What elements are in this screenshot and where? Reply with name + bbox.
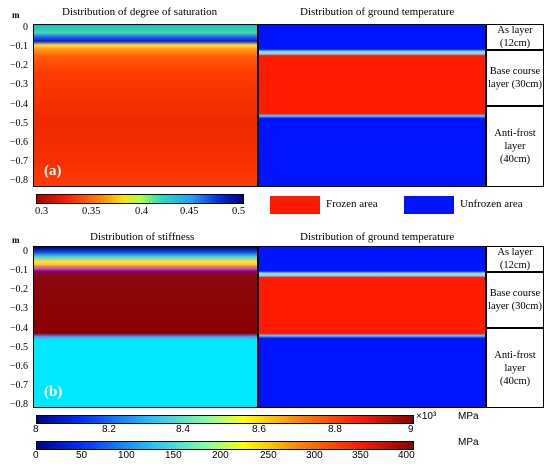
panel-a-saturation-colorbar: [36, 194, 244, 204]
colorbar-tick: 50: [76, 450, 88, 461]
colorbar-tick: 200: [212, 450, 229, 461]
layer-as-label-a: As layer (12cm): [486, 24, 544, 50]
colorbar-tick: 150: [165, 450, 182, 461]
panel-a-right-title: Distribution of ground temperature: [300, 6, 455, 18]
panel-b-temperature-plot: [258, 246, 486, 408]
panel-b-y-axis: 0 −0.1 −0.2 −0.3 −0.4 −0.5 −0.6 −0.7 −0.…: [6, 246, 30, 414]
colorbar-tick: 250: [260, 450, 277, 461]
colorbar-tick: 0.3: [35, 206, 49, 217]
colorbar-tick: 8.6: [252, 424, 266, 435]
colorbar-tick: 0.5: [232, 206, 246, 217]
axis-tick: −0.2: [9, 60, 28, 71]
colorbar-tick: 8.4: [176, 424, 190, 435]
colorbar-tick: 0.4: [135, 206, 149, 217]
colorbar-tick: 300: [306, 450, 323, 461]
panel-a-temperature-plot: [258, 24, 486, 187]
axis-tick: −0.6: [9, 361, 28, 372]
axis-tick: −0.4: [9, 99, 28, 110]
panel-b-stiffness-colorbar: [36, 415, 414, 424]
colorbar-tick: 0.45: [180, 206, 199, 217]
axis-tick: −0.6: [9, 137, 28, 148]
panel-a-label: (a): [44, 163, 62, 179]
legend-unfrozen-label: Unfrozen area: [460, 198, 523, 210]
axis-tick: 0: [23, 22, 28, 33]
layer-anti-frost-label-b: Anti-frost layer (40cm): [486, 328, 544, 408]
panel-a-left-title: Distribution of degree of saturation: [62, 6, 218, 18]
layer-base-course-label-b: Base course layer (30cm): [486, 272, 544, 328]
panel-a-y-axis: 0 −0.1 −0.2 −0.3 −0.4 −0.5 −0.6 −0.7 −0.…: [6, 22, 30, 190]
layer-anti-frost-label-a: Anti-frost layer (40cm): [486, 106, 544, 187]
axis-tick: −0.1: [9, 41, 28, 52]
layer-as-label-b: As layer (12cm): [486, 246, 544, 272]
axis-tick: −0.1: [9, 265, 28, 276]
colorbar-tick: 8.8: [328, 424, 342, 435]
colorbar-tick: 100: [118, 450, 135, 461]
panel-b-label: (b): [44, 384, 63, 400]
colorbar-tick: 400: [398, 450, 415, 461]
colorbar-tick: 9: [408, 424, 414, 435]
layer-base-course-label-a: Base course layer (30cm): [486, 50, 544, 106]
axis-tick: −0.7: [9, 380, 28, 391]
legend-unfrozen-swatch: [404, 196, 454, 214]
axis-tick: −0.7: [9, 156, 28, 167]
axis-tick: −0.4: [9, 323, 28, 334]
legend-frozen-label: Frozen area: [326, 198, 378, 210]
panel-a-saturation-plot: (a): [33, 24, 258, 187]
legend-frozen-swatch: [270, 196, 320, 214]
colorbar-unit: MPa: [458, 437, 479, 448]
axis-tick: 0: [23, 246, 28, 257]
axis-tick: −0.3: [9, 303, 28, 314]
colorbar-tick: 0: [33, 450, 39, 461]
colorbar-tick: 8.2: [102, 424, 116, 435]
panel-a-axis-unit: m: [12, 10, 20, 20]
colorbar-tick: 8: [33, 424, 39, 435]
colorbar-unit: MPa: [458, 411, 479, 422]
axis-tick: −0.2: [9, 284, 28, 295]
panel-b-right-title: Distribution of ground temperature: [300, 231, 455, 243]
axis-tick: −0.5: [9, 118, 28, 129]
panel-b-modulus-colorbar: [36, 441, 414, 450]
axis-tick: −0.8: [9, 175, 28, 186]
axis-tick: −0.3: [9, 79, 28, 90]
axis-tick: −0.5: [9, 342, 28, 353]
panel-b-axis-unit: m: [12, 235, 20, 245]
colorbar-tick: 0.35: [82, 206, 101, 217]
axis-tick: −0.8: [9, 399, 28, 410]
panel-b-left-title: Distribution of stiffness: [90, 231, 195, 243]
colorbar-tick: 350: [352, 450, 369, 461]
colorbar-multiplier: ×10³: [416, 411, 437, 422]
panel-b-stiffness-plot: (b): [33, 246, 258, 408]
